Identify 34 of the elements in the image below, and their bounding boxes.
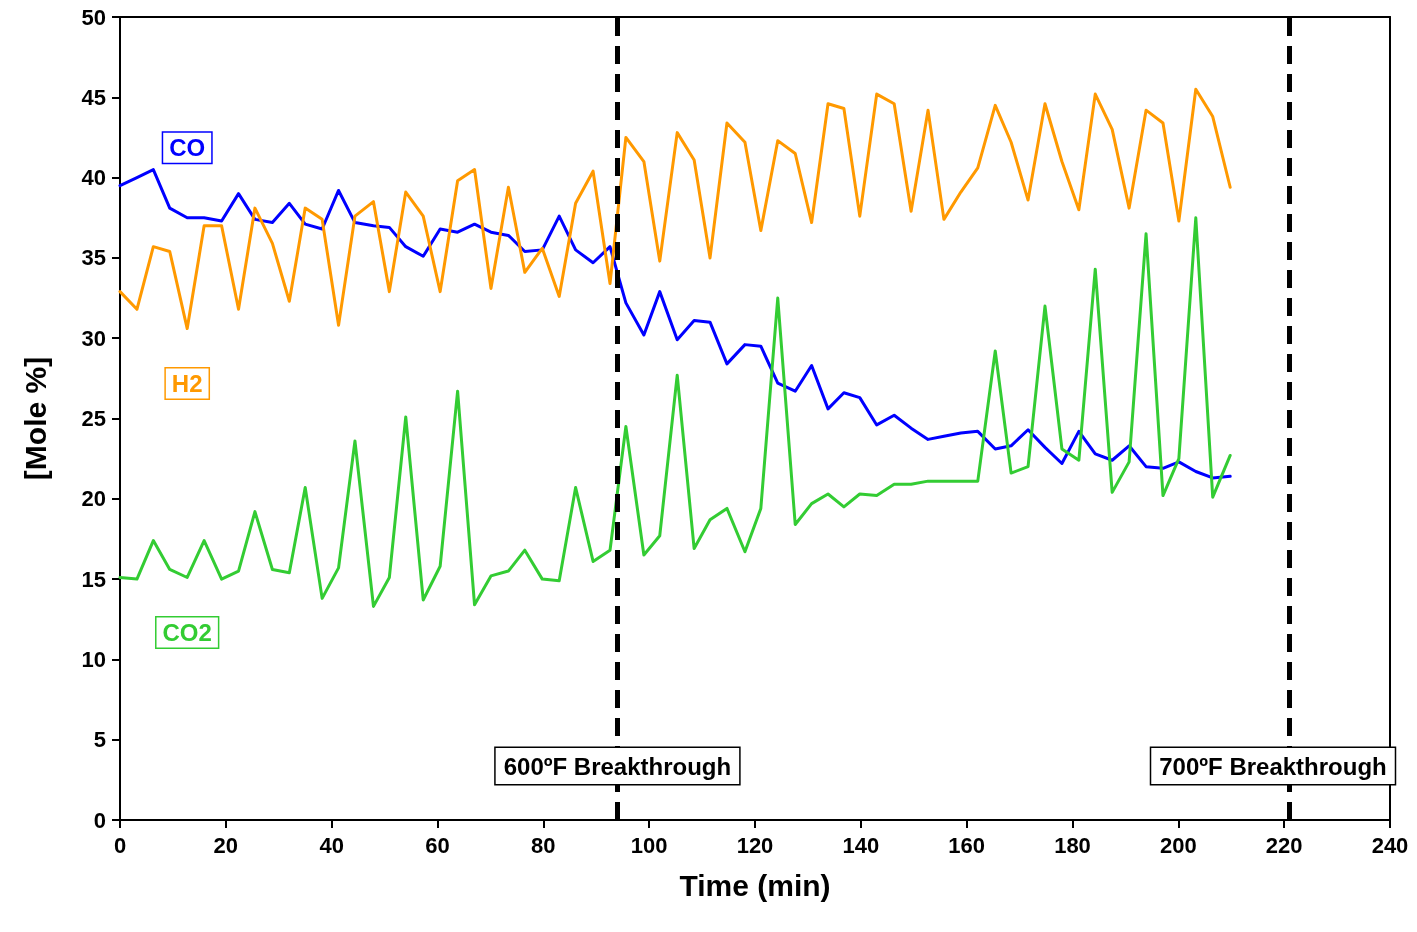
series-label: H2 [171,370,203,398]
y-tick-label: 40 [81,165,106,191]
y-tick-label: 15 [81,566,106,592]
x-tick-label: 80 [531,832,556,858]
y-tick-label: 20 [81,486,106,512]
y-tick-label: 25 [81,406,106,431]
x-tick-label: 240 [1371,832,1409,858]
x-tick-label: 100 [630,832,668,858]
series-label: CO2 [162,618,212,646]
series-label: CO [169,134,206,162]
x-tick-label: 0 [113,832,127,858]
x-tick-label: 60 [425,832,450,858]
ref-line-label: 600ºF Breakthrough [503,752,732,780]
y-tick-label: 45 [81,84,106,110]
x-tick-label: 220 [1265,832,1303,858]
line-series [118,168,1232,480]
y-tick-label: 30 [81,325,106,351]
y-tick-label: 5 [93,727,106,753]
x-tick-label: 20 [213,832,239,858]
x-tick-label: 40 [319,832,344,858]
x-tick-label: 200 [1159,832,1197,858]
x-tick-label: 160 [948,832,986,858]
line-series [118,216,1232,608]
x-tick-label: 180 [1054,832,1091,858]
ref-line-label: 700ºF Breakthrough [1159,752,1387,780]
y-tick-label: 35 [81,245,106,271]
y-tick-label: 0 [93,807,106,833]
y-tick-label: 50 [81,4,106,30]
x-tick-label: 140 [842,832,880,858]
x-axis-title: Time (min) [679,868,831,902]
x-tick-label: 120 [736,832,774,858]
line-series [118,87,1232,331]
y-axis-title: [Mole %] [18,356,52,481]
y-tick-label: 10 [81,646,106,672]
